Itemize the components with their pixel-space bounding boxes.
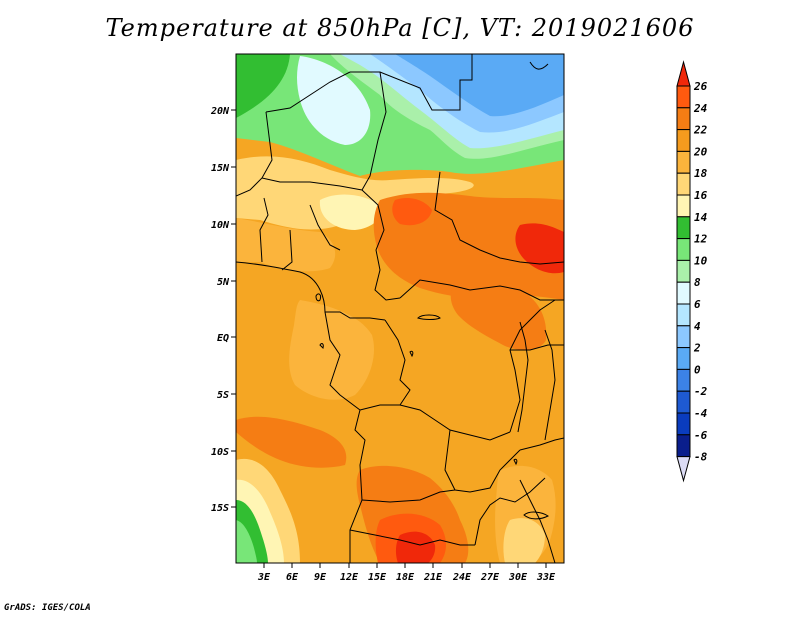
lat-ticks [231,109,236,508]
lon-label-15e: 15E [368,572,387,583]
colorbar-label: -2 [694,385,708,398]
lon-label-3e: 3E [257,572,271,583]
colorbar-swatch [676,259,691,283]
colorbar-swatch [676,150,691,174]
colorbar-swatch [676,390,691,414]
colorbar-label: 2 [693,342,701,355]
lat-label-10n: 10N [211,220,230,231]
map-frame [235,53,565,564]
colorbar-swatch [676,325,691,349]
colorbar-label: -4 [694,407,708,420]
lon-label-9e: 9E [314,572,327,583]
colorbar-swatch [676,172,691,196]
country-borders [236,54,564,563]
lon-label-27e: 27E [480,572,500,583]
lon-ticks [263,563,547,568]
colorbar-label: 18 [694,167,708,180]
colorbar-label: 12 [694,233,708,246]
lon-label-18e: 18E [396,572,415,583]
lat-label-eq: EQ [217,333,229,344]
colorbar-swatch [676,368,691,392]
lat-label-15n: 15N [211,163,230,174]
colorbar-swatch [676,347,691,370]
temperature-field [236,54,564,563]
map-title: Temperature at 850hPa [C], VT: 201902160… [105,14,695,42]
colorbar-label: 20 [693,145,708,158]
colorbar-label: 24 [693,102,708,115]
colorbar-swatch [676,281,691,305]
colorbar-label: 26 [693,80,708,93]
lon-label-24e: 24E [452,572,472,583]
colorbar-swatch [676,129,691,152]
colorbar-label: 8 [694,276,701,289]
lon-label-21e: 21E [423,572,443,583]
colorbar-swatch [676,194,691,218]
lat-label-15s: 15S [211,503,229,514]
lon-label-33e: 33E [536,572,556,583]
colorbar-label: 6 [694,298,701,311]
colorbar-label: 16 [694,189,708,202]
lon-label-12e: 12E [340,572,359,583]
colorbar-label: 14 [694,211,708,224]
lon-label-6e: 6E [286,572,299,583]
colorbar-swatch [676,107,691,131]
colorbar-swatch [676,412,691,436]
colorbar-top-arrow [676,60,691,87]
lon-label-30e: 30E [508,572,528,583]
lat-label-10s: 10S [211,447,229,458]
colorbar-label: 0 [694,363,701,376]
grads-credit: GrADS: IGES/COLA [4,603,91,613]
colorbar-swatch [676,238,691,261]
colorbar-swatch [676,434,691,458]
colorbar-label: 10 [694,254,708,267]
colorbar-label: -6 [694,429,708,442]
colorbar-bottom-arrow [676,456,691,483]
lon-labels: 3E 6E 9E 12E 15E 18E 21E 24E 27E 30E 33E [257,572,556,583]
lat-label-5n: 5N [217,277,230,288]
lat-labels: 20N 15N 10N 5N EQ 5S 10S 15S [210,106,230,514]
colorbar-label: -8 [694,451,708,464]
colorbar-swatch [676,216,691,240]
lat-label-5s: 5S [217,390,229,401]
colorbar-swatch [676,303,691,327]
colorbar-label: 22 [693,124,708,137]
lat-label-20n: 20N [210,106,230,117]
colorbar-swatch [676,85,691,109]
colorbar-label: 4 [694,320,701,333]
